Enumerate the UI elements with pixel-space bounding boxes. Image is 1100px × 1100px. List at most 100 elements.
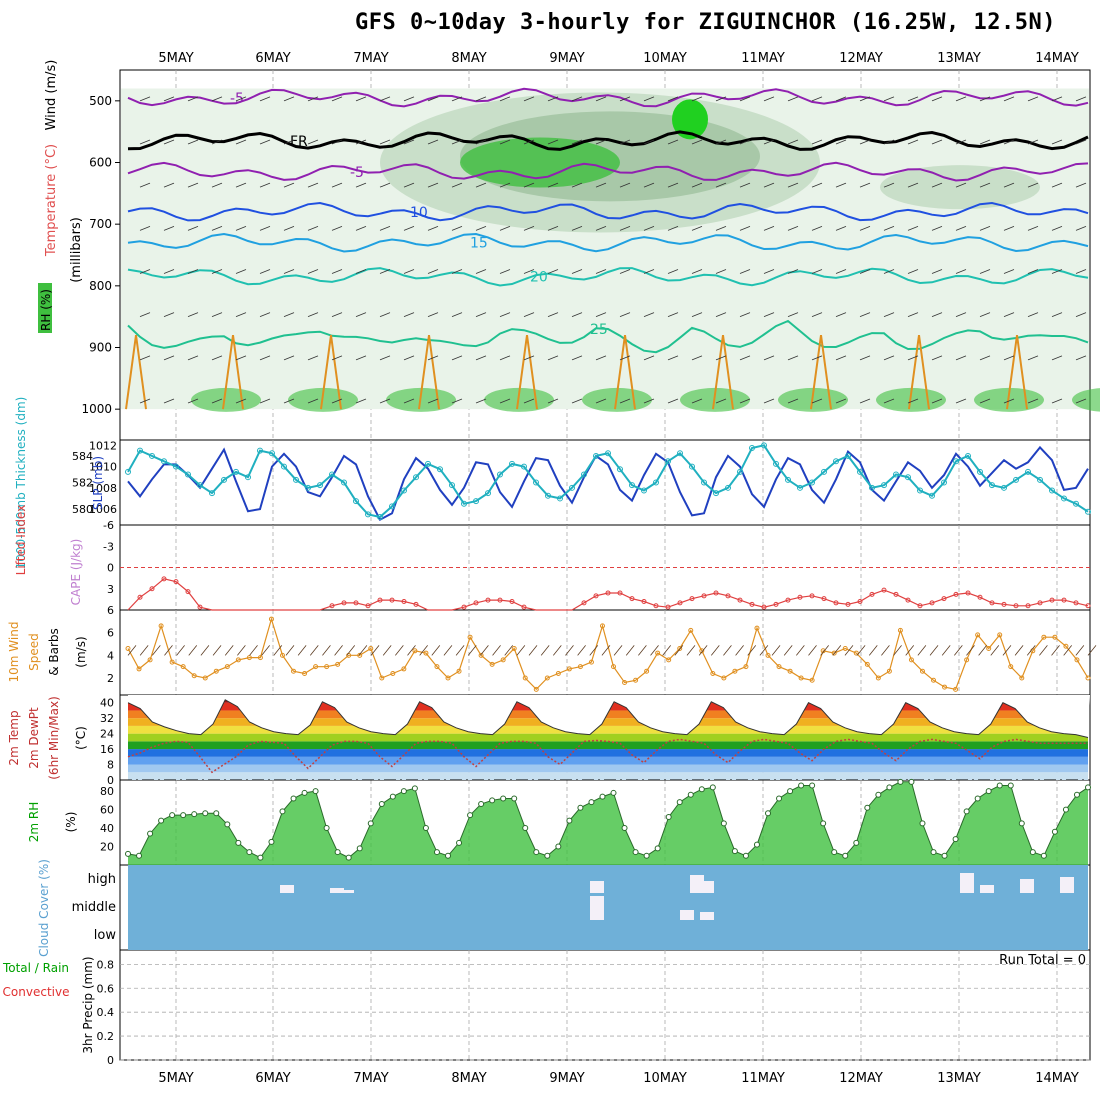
wind-barb bbox=[835, 355, 847, 361]
panel-frame-pr bbox=[119, 949, 1091, 1061]
convective-spike bbox=[320, 335, 342, 410]
wind-barb bbox=[1027, 139, 1039, 145]
wind-barb bbox=[334, 645, 343, 656]
series-point bbox=[317, 482, 323, 489]
wind-barb bbox=[403, 182, 415, 188]
rh-point bbox=[125, 850, 131, 857]
series-point bbox=[964, 657, 970, 663]
wind-barb bbox=[931, 269, 943, 274]
wind-barb bbox=[403, 269, 415, 274]
date-label-bottom: 12MAY bbox=[839, 1071, 883, 1086]
series-point bbox=[335, 661, 341, 667]
series-point bbox=[917, 603, 923, 609]
wind-barb bbox=[832, 645, 842, 656]
wind-barb bbox=[212, 645, 222, 656]
wind-barb bbox=[955, 96, 967, 102]
rh-point bbox=[1062, 806, 1069, 813]
wind-barb bbox=[427, 225, 439, 231]
wind-barb bbox=[783, 645, 793, 656]
wind-barb bbox=[235, 398, 247, 404]
rh-point bbox=[213, 810, 220, 817]
wind-barb bbox=[667, 398, 679, 404]
cloud-level-label: middle bbox=[72, 900, 116, 915]
series-point bbox=[511, 646, 517, 652]
series-point bbox=[379, 675, 385, 681]
wind-barb bbox=[763, 355, 775, 361]
wind-barb bbox=[691, 182, 703, 188]
wind-barb bbox=[955, 269, 967, 274]
wind-barb bbox=[211, 96, 223, 102]
series-point bbox=[357, 652, 363, 658]
ytick-label: 16 bbox=[100, 743, 114, 756]
wind-barb bbox=[259, 312, 271, 318]
wind-barb bbox=[1003, 269, 1015, 274]
date-label-top: 9MAY bbox=[549, 51, 584, 66]
chart-title: GFS 0~10day 3-hourly for ZIGUINCHOR (16.… bbox=[355, 10, 1057, 35]
wind-barb bbox=[881, 645, 890, 656]
wind-barb bbox=[163, 139, 175, 145]
wind-barb bbox=[710, 645, 720, 656]
wind-barb bbox=[451, 182, 463, 188]
wind-barb bbox=[595, 139, 607, 145]
wind-barb bbox=[667, 96, 679, 102]
rh-point bbox=[1051, 828, 1058, 835]
wind-barb bbox=[643, 312, 655, 318]
wind-barb bbox=[787, 96, 799, 102]
rh-point bbox=[1040, 852, 1047, 859]
wind-barb bbox=[739, 96, 751, 102]
series-point bbox=[293, 476, 299, 483]
convective-spike bbox=[614, 335, 636, 410]
series-point bbox=[185, 471, 191, 478]
wind-barb bbox=[475, 269, 487, 274]
wind-barb bbox=[691, 398, 703, 404]
series-point bbox=[1073, 500, 1079, 507]
temp-line bbox=[127, 699, 1089, 738]
series-point bbox=[809, 479, 815, 486]
wind-barb bbox=[451, 355, 463, 361]
ylabel-barbs: & Barbs bbox=[47, 628, 61, 676]
temp-color-band bbox=[128, 733, 1088, 742]
rh-point bbox=[985, 788, 992, 795]
series-point bbox=[1073, 600, 1079, 606]
cloud-bar-high bbox=[590, 881, 604, 893]
wind-barb bbox=[715, 96, 727, 102]
wind-barb bbox=[787, 182, 799, 188]
wind-barb bbox=[619, 225, 631, 231]
date-label-top: 14MAY bbox=[1035, 51, 1079, 66]
wind-barb bbox=[331, 225, 343, 231]
wind-barb bbox=[835, 225, 847, 231]
ytick-label-left: 582 bbox=[72, 477, 93, 490]
wind-barb bbox=[907, 139, 919, 145]
series-point bbox=[845, 601, 851, 607]
series-point bbox=[246, 655, 252, 661]
series-line bbox=[127, 578, 1089, 611]
ytick-label: 500 bbox=[89, 94, 112, 108]
series-point bbox=[761, 604, 767, 610]
rh-point bbox=[312, 788, 319, 795]
wind-barb bbox=[1014, 645, 1024, 656]
series-point bbox=[581, 600, 587, 606]
wind-barb bbox=[235, 182, 247, 188]
wind-barb bbox=[643, 355, 655, 361]
rh-point bbox=[191, 811, 198, 818]
series-point bbox=[809, 593, 815, 599]
wind-barb bbox=[735, 645, 744, 656]
series-line bbox=[127, 444, 1089, 519]
wind-barb bbox=[1051, 398, 1063, 404]
series-point bbox=[1061, 495, 1067, 502]
wind-barb bbox=[787, 355, 799, 361]
wind-barb bbox=[619, 312, 631, 318]
wind-barb bbox=[540, 645, 550, 656]
series-point bbox=[368, 646, 374, 652]
series-point bbox=[245, 474, 251, 481]
wind-barb bbox=[763, 182, 775, 188]
series-point bbox=[833, 600, 839, 606]
convective-spike bbox=[418, 335, 440, 410]
wind-barb bbox=[979, 312, 991, 318]
wind-barb bbox=[1027, 96, 1039, 102]
wind-barb bbox=[331, 139, 343, 145]
series-point bbox=[953, 591, 959, 597]
wind-barb bbox=[307, 398, 319, 404]
wind-barb bbox=[451, 96, 463, 102]
rh-point bbox=[301, 789, 308, 796]
